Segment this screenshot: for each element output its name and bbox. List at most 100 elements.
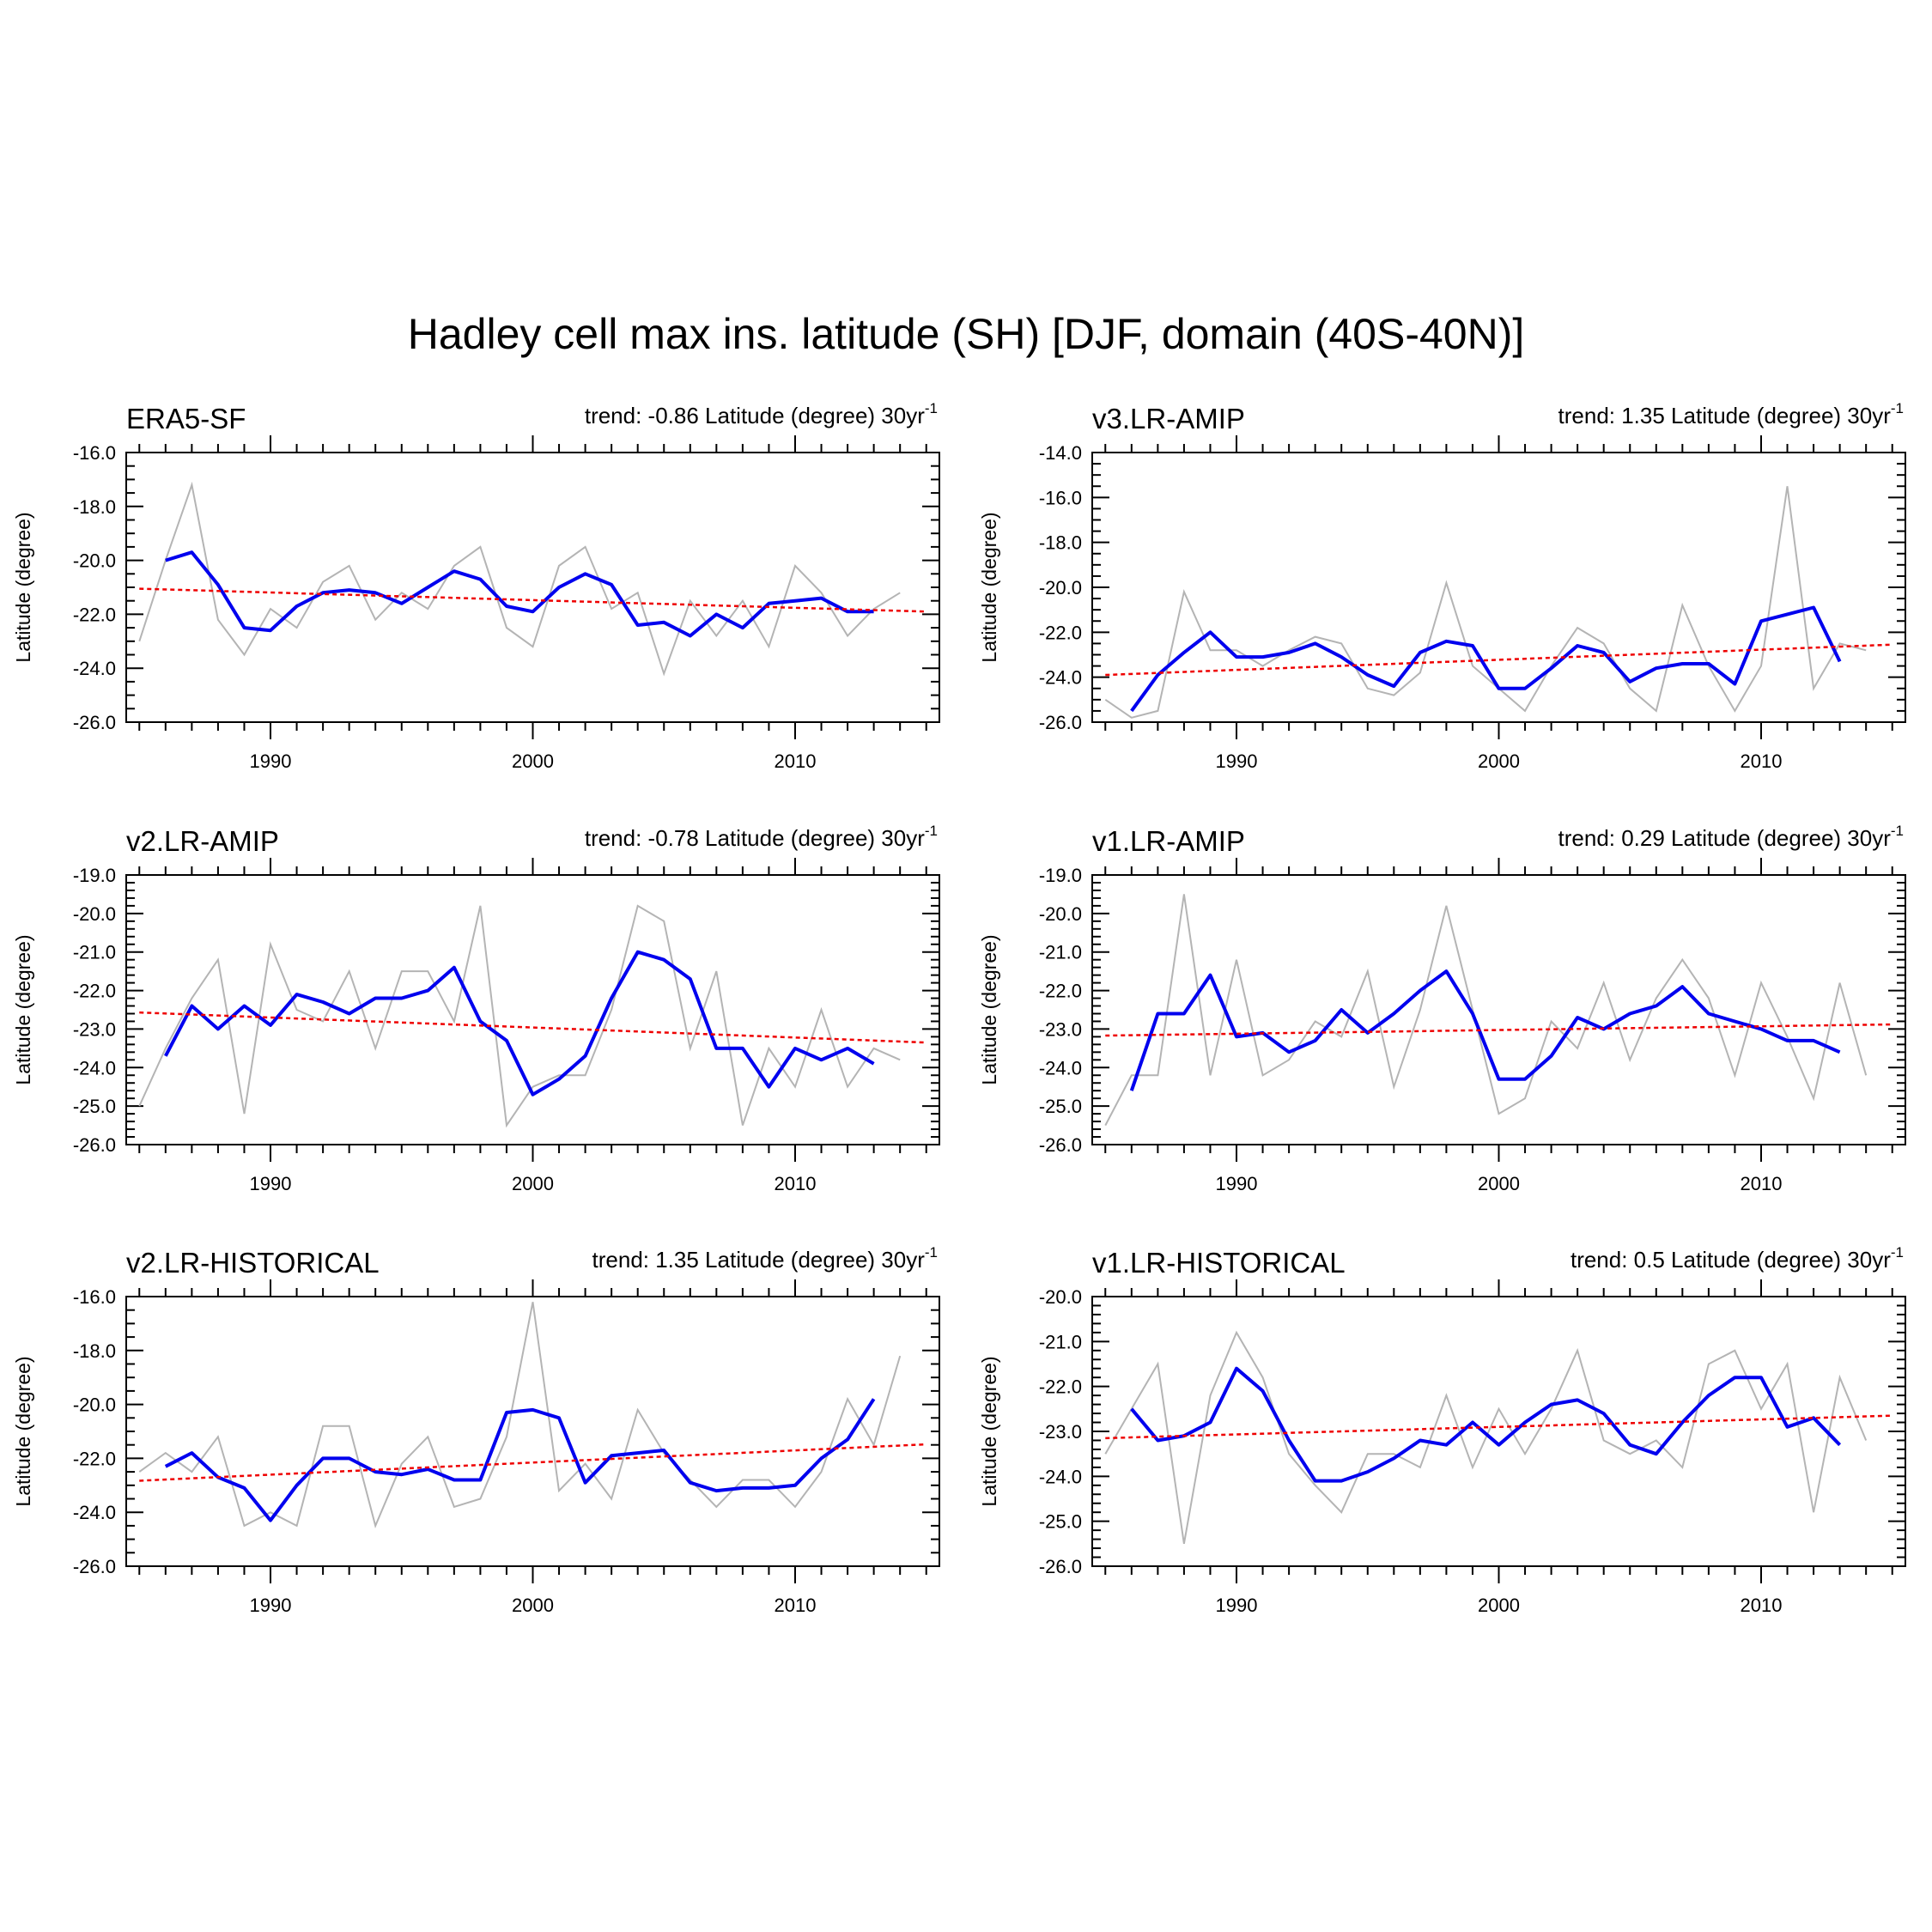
trend-label-sup: -1	[925, 400, 938, 416]
y-tick-label: -26.0	[1039, 712, 1082, 733]
trend-label-text: trend: -0.78 Latitude (degree) 30yr	[585, 825, 925, 851]
x-tick-label: 2000	[512, 1595, 554, 1616]
x-tick-label: 1990	[250, 750, 292, 772]
panel-v1-lr-amip: -26.0 -25.0 -24.0 -23.0 -22.0 -21.0 -20.0 -19.0…	[978, 823, 1906, 1194]
y-axis-label: Latitude (degree)	[978, 512, 1000, 662]
trend-label-sup: -1	[925, 823, 938, 839]
y-tick-label: -19.0	[1039, 865, 1082, 886]
y-tick-label: -24.0	[73, 1057, 116, 1078]
x-tick-label: 2010	[1741, 1595, 1783, 1616]
panel-title: v2.LR-AMIP	[126, 825, 279, 857]
trend-label-text: trend: 0.5 Latitude (degree) 30yr	[1571, 1247, 1891, 1273]
panel-era5-sf: -26.0 -24.0 -22.0 -20.0 -18.0 -16.0 1990 2000 20…	[12, 400, 940, 772]
y-tick-label: -16.0	[73, 442, 116, 464]
y-tick-label: -25.0	[1039, 1096, 1082, 1117]
trend-label-text: trend: 0.29 Latitude (degree) 30yr	[1558, 825, 1892, 851]
series-annual-line	[138, 481, 901, 677]
y-tick-label: -14.0	[1039, 442, 1082, 464]
y-tick-label: -20.0	[73, 550, 116, 572]
y-tick-label: -24.0	[73, 1502, 116, 1523]
y-tick-label: -26.0	[1039, 1556, 1082, 1577]
trend-label-text: trend: 1.35 Latitude (degree) 30yr	[1558, 403, 1892, 428]
plot-frame	[1091, 452, 1906, 723]
trend-label-sup: -1	[1891, 823, 1904, 839]
panel-v1-lr-historical: -26.0 -25.0 -24.0 -23.0 -22.0 -21.0 -20.0 1990 2…	[978, 1244, 1906, 1616]
series-trend-line	[139, 1443, 927, 1482]
x-tick-label: 1990	[1216, 750, 1258, 772]
plot-frame	[1091, 874, 1906, 1145]
y-tick-label: -18.0	[73, 1340, 116, 1362]
panel-v2-lr-amip: -26.0 -25.0 -24.0 -23.0 -22.0 -21.0 -20.0 -19.0…	[12, 823, 940, 1194]
y-tick-label: -21.0	[73, 942, 116, 963]
trend-label: trend: -0.78 Latitude (degree) 30yr-1	[585, 823, 938, 851]
series-annual-line	[138, 904, 901, 1128]
x-tick-label: 1990	[1216, 1595, 1258, 1616]
trend-label-text: trend: -0.86 Latitude (degree) 30yr	[585, 403, 925, 428]
y-tick-label: -25.0	[73, 1096, 116, 1117]
series-smoothed-line	[165, 550, 874, 638]
plot-frame	[1091, 1296, 1906, 1567]
y-tick-label: -22.0	[73, 981, 116, 1002]
panel-title: ERA5-SF	[126, 403, 246, 434]
y-axis-label: Latitude (degree)	[12, 512, 34, 662]
trend-label: trend: -0.86 Latitude (degree) 30yr-1	[585, 400, 938, 428]
plot-frame	[125, 452, 940, 723]
trend-label-sup: -1	[1891, 1244, 1904, 1261]
series-annual-line	[138, 1302, 902, 1528]
x-tick-label: 2010	[775, 750, 817, 772]
y-tick-label: -16.0	[73, 1286, 116, 1308]
y-tick-label: -20.0	[73, 1394, 116, 1416]
y-tick-label: -23.0	[73, 1018, 116, 1040]
series-smoothed-line	[164, 950, 875, 1097]
panel-title: v1.LR-AMIP	[1092, 825, 1245, 857]
y-tick-label: -24.0	[1039, 1466, 1082, 1487]
series-smoothed-line	[1130, 605, 1842, 713]
y-tick-label: -26.0	[73, 712, 116, 733]
y-tick-label: -16.0	[1039, 487, 1082, 508]
series-annual-line	[1104, 486, 1867, 719]
panel-v3-lr-amip: -26.0 -24.0 -22.0 -20.0 -18.0 -16.0 -14.0 1990 2…	[978, 400, 1906, 772]
y-tick-label: -18.0	[1039, 532, 1082, 554]
panel-v2-lr-historical: -26.0 -24.0 -22.0 -20.0 -18.0 -16.0 1990 2000 20…	[12, 1244, 940, 1616]
y-tick-label: -24.0	[1039, 667, 1082, 689]
y-tick-label: -19.0	[73, 865, 116, 886]
series-smoothed-line	[1130, 1366, 1842, 1483]
series-trend-line	[1105, 1414, 1893, 1440]
trend-label: trend: 0.5 Latitude (degree) 30yr-1	[1571, 1244, 1904, 1273]
panel-title: v3.LR-AMIP	[1092, 403, 1245, 434]
y-tick-label: -18.0	[73, 496, 116, 518]
y-tick-label: -22.0	[73, 604, 116, 625]
x-tick-label: 2000	[512, 1173, 554, 1194]
trend-label-text: trend: 1.35 Latitude (degree) 30yr	[592, 1247, 926, 1273]
y-tick-label: -20.0	[1039, 577, 1082, 598]
series-annual-line	[1104, 894, 1868, 1127]
series-trend-line	[1105, 643, 1893, 677]
x-tick-label: 2000	[1478, 1595, 1520, 1616]
y-tick-label: -22.0	[1039, 981, 1082, 1002]
panel-title: v2.LR-HISTORICAL	[126, 1247, 380, 1279]
x-tick-label: 2000	[512, 750, 554, 772]
y-tick-label: -20.0	[1039, 903, 1082, 925]
trend-label-sup: -1	[1891, 400, 1904, 416]
trend-label-sup: -1	[925, 1244, 938, 1261]
y-tick-label: -23.0	[1039, 1018, 1082, 1040]
y-tick-label: -26.0	[73, 1556, 116, 1577]
plot-frame	[125, 1296, 940, 1567]
y-axis-label: Latitude (degree)	[978, 1356, 1000, 1506]
y-tick-label: -26.0	[73, 1134, 116, 1156]
y-tick-label: -26.0	[1039, 1134, 1082, 1156]
y-tick-label: -20.0	[1039, 1286, 1082, 1308]
series-smoothed-line	[164, 1398, 876, 1522]
trend-label: trend: 0.29 Latitude (degree) 30yr-1	[1558, 823, 1904, 851]
x-tick-label: 2000	[1478, 750, 1520, 772]
x-tick-label: 1990	[250, 1173, 292, 1194]
x-tick-label: 1990	[1216, 1173, 1258, 1194]
trend-label: trend: 1.35 Latitude (degree) 30yr-1	[1558, 400, 1904, 428]
x-tick-label: 2010	[1741, 1173, 1783, 1194]
x-tick-label: 2000	[1478, 1173, 1520, 1194]
x-tick-label: 1990	[250, 1595, 292, 1616]
y-tick-label: -23.0	[1039, 1421, 1082, 1443]
y-tick-label: -22.0	[1039, 1376, 1082, 1398]
y-tick-label: -20.0	[73, 903, 116, 925]
